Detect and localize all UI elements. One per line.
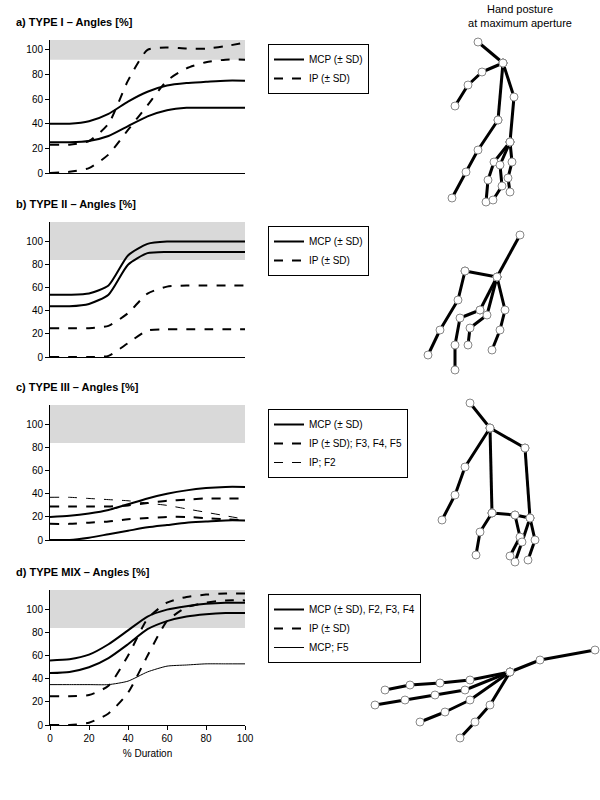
svg-text:MCP; F5: MCP; F5 bbox=[309, 642, 349, 653]
svg-text:20: 20 bbox=[32, 143, 44, 154]
svg-text:80: 80 bbox=[32, 69, 44, 80]
svg-text:0: 0 bbox=[37, 535, 43, 546]
svg-text:40: 40 bbox=[32, 118, 44, 129]
svg-text:IP (± SD): IP (± SD) bbox=[309, 623, 350, 634]
svg-text:IP (± SD): IP (± SD) bbox=[309, 73, 350, 84]
svg-text:20: 20 bbox=[32, 328, 44, 339]
svg-text:MCP (± SD): MCP (± SD) bbox=[309, 419, 363, 430]
svg-text:100: 100 bbox=[26, 604, 43, 615]
svg-text:40: 40 bbox=[32, 673, 44, 684]
html-text:Hand posture: Hand posture bbox=[487, 3, 553, 15]
svg-text:IP; F2: IP; F2 bbox=[309, 457, 336, 468]
svg-text:60: 60 bbox=[32, 94, 44, 105]
svg-text:MCP (± SD), F2, F3, F4: MCP (± SD), F2, F3, F4 bbox=[309, 604, 415, 615]
svg-text:MCP (± SD): MCP (± SD) bbox=[309, 236, 363, 247]
svg-text:40: 40 bbox=[32, 488, 44, 499]
svg-text:d) TYPE MIX – Angles [%]: d) TYPE MIX – Angles [%] bbox=[16, 566, 150, 578]
svg-text:20: 20 bbox=[32, 696, 44, 707]
svg-text:0: 0 bbox=[37, 352, 43, 363]
svg-text:20: 20 bbox=[83, 733, 95, 744]
svg-text:100: 100 bbox=[26, 44, 43, 55]
svg-text:IP (± SD); F3, F4, F5: IP (± SD); F3, F4, F5 bbox=[309, 438, 402, 449]
svg-text:60: 60 bbox=[161, 733, 173, 744]
svg-text:80: 80 bbox=[200, 733, 212, 744]
svg-text:60: 60 bbox=[32, 465, 44, 476]
svg-text:20: 20 bbox=[32, 511, 44, 522]
svg-text:60: 60 bbox=[32, 650, 44, 661]
svg-text:100: 100 bbox=[26, 419, 43, 430]
svg-text:MCP (± SD): MCP (± SD) bbox=[309, 54, 363, 65]
svg-text:60: 60 bbox=[32, 282, 44, 293]
svg-text:80: 80 bbox=[32, 627, 44, 638]
svg-text:100: 100 bbox=[237, 733, 254, 744]
svg-text:b) TYPE II – Angles [%]: b) TYPE II – Angles [%] bbox=[16, 198, 136, 210]
svg-text:a) TYPE I – Angles [%]: a) TYPE I – Angles [%] bbox=[16, 16, 133, 28]
svg-text:% Duration: % Duration bbox=[123, 748, 172, 759]
svg-text:80: 80 bbox=[32, 259, 44, 270]
svg-text:0: 0 bbox=[47, 733, 53, 744]
svg-text:0: 0 bbox=[37, 720, 43, 731]
html-text:at maximum aperture: at maximum aperture bbox=[468, 17, 572, 29]
svg-text:c) TYPE III – Angles [%]: c) TYPE III – Angles [%] bbox=[16, 381, 139, 393]
svg-text:40: 40 bbox=[122, 733, 134, 744]
svg-text:80: 80 bbox=[32, 442, 44, 453]
svg-text:0: 0 bbox=[37, 168, 43, 179]
svg-text:40: 40 bbox=[32, 305, 44, 316]
svg-text:IP (± SD): IP (± SD) bbox=[309, 255, 350, 266]
svg-text:100: 100 bbox=[26, 236, 43, 247]
